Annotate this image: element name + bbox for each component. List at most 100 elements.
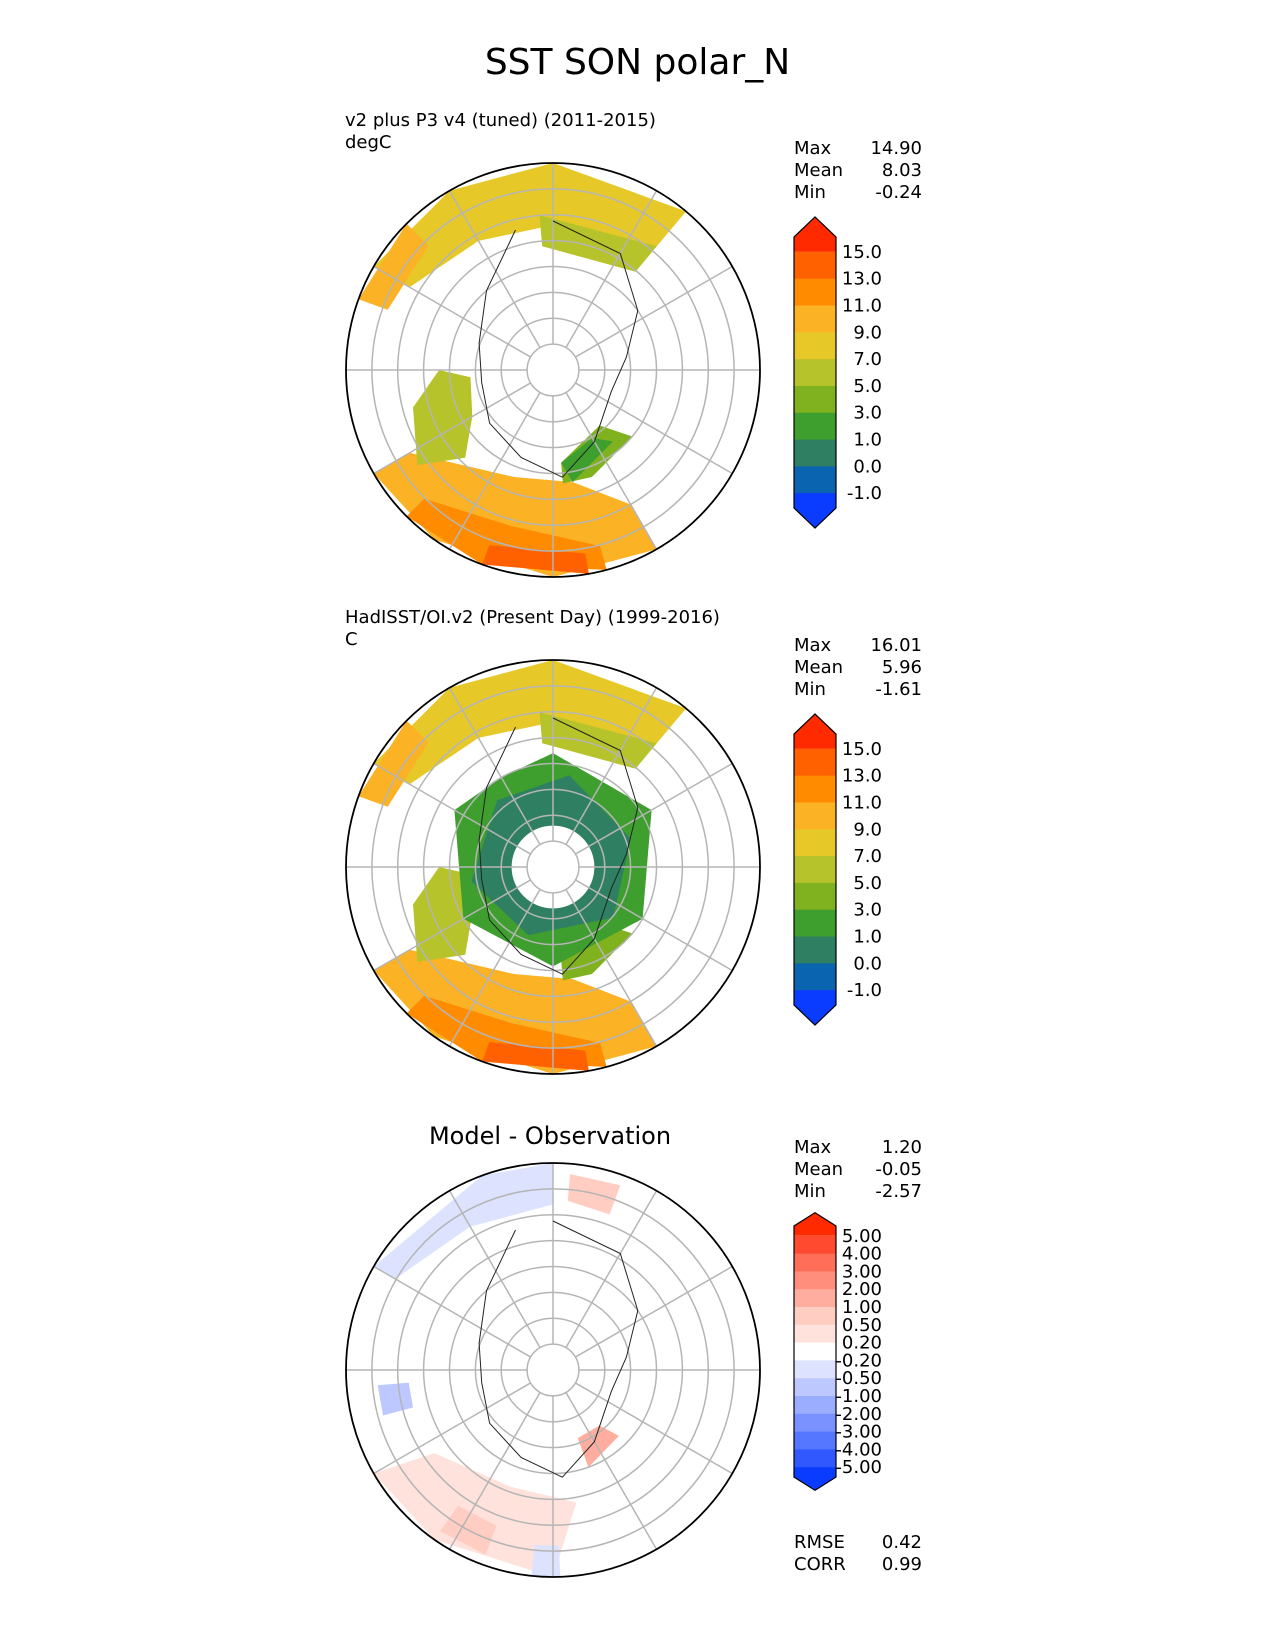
colorbar-swatch [794, 466, 836, 494]
colorbar-tick-label: -0.50 [835, 1368, 882, 1389]
colorbar-0: 15.0 13.0 11.0 9.0 7.0 5.0 3.0 1.0 0.0 -1.0 [793, 216, 882, 529]
rmse-label: RMSE [794, 1532, 845, 1553]
panel-model-units: degC [345, 132, 392, 153]
colorbar-tick-label: -4.00 [835, 1439, 882, 1460]
colorbar-tick-label: 3.00 [842, 1261, 882, 1282]
panel-model-stats: Max 14.90 Mean 8.03 Min -0.24 [794, 138, 922, 204]
colorbar-swatch [794, 1342, 836, 1361]
colorbar-swatch [794, 713, 836, 749]
stat-min: -2.57 [875, 1181, 922, 1202]
colorbar-swatch [794, 493, 836, 529]
colorbar-swatch [794, 1396, 836, 1415]
colorbar-tick-label: 1.0 [853, 927, 882, 948]
colorbar-swatch [794, 1212, 836, 1236]
colorbar-swatch [794, 1307, 836, 1326]
panel-diff-metrics: RMSE 0.42 CORR 0.99 [794, 1532, 922, 1576]
colorbar-swatch [794, 882, 836, 911]
colorbar-tick-label: 0.50 [842, 1315, 882, 1336]
panel-diff: Model - Observation Max 1.20 Mean -0.05 Mi… [0, 1122, 1275, 1642]
colorbar-tick-label: 5.0 [853, 873, 882, 894]
stat-max-label: Max [794, 635, 832, 656]
colorbar-swatch [794, 1431, 836, 1450]
stat-min: -1.61 [875, 679, 922, 700]
colorbar-2: 5.004.003.002.001.000.500.20-0.20-0.50-1… [793, 1211, 882, 1492]
colorbar-tick-label: -1.00 [835, 1386, 882, 1407]
colorbar-tick-label: 2.00 [842, 1279, 882, 1300]
colorbar-swatch [794, 909, 836, 938]
panel-diff-title: Model - Observation [428, 1122, 672, 1150]
colorbar-swatch [794, 216, 836, 252]
stat-mean-label: Mean [794, 657, 844, 678]
colorbar-swatch [794, 1467, 836, 1491]
colorbar-tick-label: 1.0 [853, 430, 882, 451]
colorbar-tick-label: -3.00 [835, 1422, 882, 1443]
colorbar-tick-label: 11.0 [842, 295, 882, 316]
colorbar-tick-label: 9.0 [853, 322, 882, 343]
colorbar-swatch [794, 359, 836, 387]
colorbar-tick-label: 0.20 [842, 1333, 882, 1354]
panel-obs-title: HadISST/OI.v2 (Present Day) (1999-2016) [345, 607, 720, 628]
colorbar-swatch [794, 1235, 836, 1255]
colorbar-tick-label: 0.0 [853, 456, 882, 477]
colorbar-tick-label: -0.20 [835, 1350, 882, 1371]
colorbar-swatch [794, 856, 836, 884]
stat-mean: 5.96 [881, 657, 922, 678]
colorbar-tick-label: 13.0 [842, 269, 882, 290]
colorbar-swatch [794, 1360, 836, 1379]
colorbar-tick-label: 15.0 [842, 739, 882, 760]
colorbar-tick-label: -5.00 [835, 1457, 882, 1478]
corr-label: CORR [794, 1554, 846, 1575]
stat-mean: -0.05 [875, 1159, 922, 1180]
colorbar-swatch [794, 748, 836, 777]
colorbar-tick-label: -2.00 [835, 1404, 882, 1425]
stat-max: 1.20 [881, 1137, 922, 1158]
figure-title: SST SON polar_N [484, 42, 791, 83]
colorbar-tick-label: 7.0 [853, 846, 882, 867]
panel-model-title: v2 plus P3 v4 (tuned) (2011-2015) [345, 110, 656, 131]
panel-diff-stats: Max 1.20 Mean -0.05 Min -2.57 [794, 1137, 922, 1203]
panel-obs-stats: Max 16.01 Mean 5.96 Min -1.61 [794, 635, 922, 701]
polar-map-0 [345, 162, 761, 578]
colorbar-tick-label: 3.0 [853, 900, 882, 921]
colorbar-swatch [794, 1289, 836, 1308]
stat-mean-label: Mean [794, 160, 844, 181]
colorbar-tick-label: 9.0 [853, 819, 882, 840]
colorbar-swatch [794, 1271, 836, 1290]
corr-value: 0.99 [881, 1554, 922, 1575]
stat-max-label: Max [794, 138, 832, 159]
colorbar-swatch [794, 251, 836, 280]
colorbar-swatch [794, 802, 836, 830]
colorbar-tick-label: 7.0 [853, 349, 882, 370]
colorbar-swatch [794, 936, 836, 964]
colorbar-swatch [794, 1378, 836, 1397]
polar-map-2 [345, 1162, 761, 1578]
stat-min-label: Min [794, 1181, 826, 1202]
colorbar-tick-label: 4.00 [842, 1244, 882, 1265]
colorbar-swatch [794, 1449, 836, 1468]
colorbar-tick-label: 11.0 [842, 792, 882, 813]
colorbar-swatch [794, 412, 836, 441]
stat-max-label: Max [794, 1137, 832, 1158]
colorbar-swatch [794, 1324, 836, 1344]
colorbar-tick-label: 15.0 [842, 242, 882, 263]
stat-max: 16.01 [870, 635, 922, 656]
colorbar-swatch [794, 1253, 836, 1272]
stat-mean: 8.03 [881, 160, 922, 181]
colorbar-swatch [794, 963, 836, 991]
stat-min-label: Min [794, 679, 826, 700]
stat-min: -0.24 [875, 182, 922, 203]
colorbar-swatch [794, 775, 836, 803]
colorbar-swatch [794, 305, 836, 333]
colorbar-tick-label: 5.00 [842, 1226, 882, 1247]
colorbar-swatch [794, 278, 836, 306]
colorbar-tick-label: 5.0 [853, 376, 882, 397]
panel-model: v2 plus P3 v4 (tuned) (2011-2015) degC M… [0, 110, 1275, 610]
colorbar-swatch [794, 829, 836, 857]
colorbar-1: 15.0 13.0 11.0 9.0 7.0 5.0 3.0 1.0 0.0 -1.0 [793, 713, 882, 1026]
colorbar-swatch [794, 1413, 836, 1433]
colorbar-tick-label: -1.0 [847, 483, 882, 504]
panel-obs: HadISST/OI.v2 (Present Day) (1999-2016) … [0, 607, 1275, 1107]
stat-min-label: Min [794, 182, 826, 203]
colorbar-swatch [794, 332, 836, 360]
